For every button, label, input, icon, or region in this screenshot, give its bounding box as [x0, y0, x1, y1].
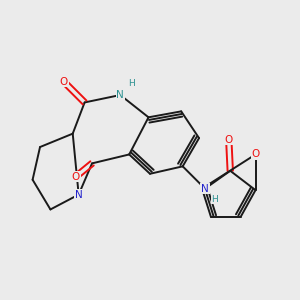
Text: H: H	[128, 79, 135, 88]
Text: O: O	[60, 76, 68, 87]
Text: O: O	[225, 135, 233, 145]
Text: N: N	[201, 184, 209, 194]
Text: N: N	[75, 190, 83, 200]
Text: N: N	[116, 90, 124, 100]
Text: O: O	[251, 149, 260, 160]
Text: H: H	[212, 194, 218, 203]
Text: O: O	[72, 172, 80, 182]
